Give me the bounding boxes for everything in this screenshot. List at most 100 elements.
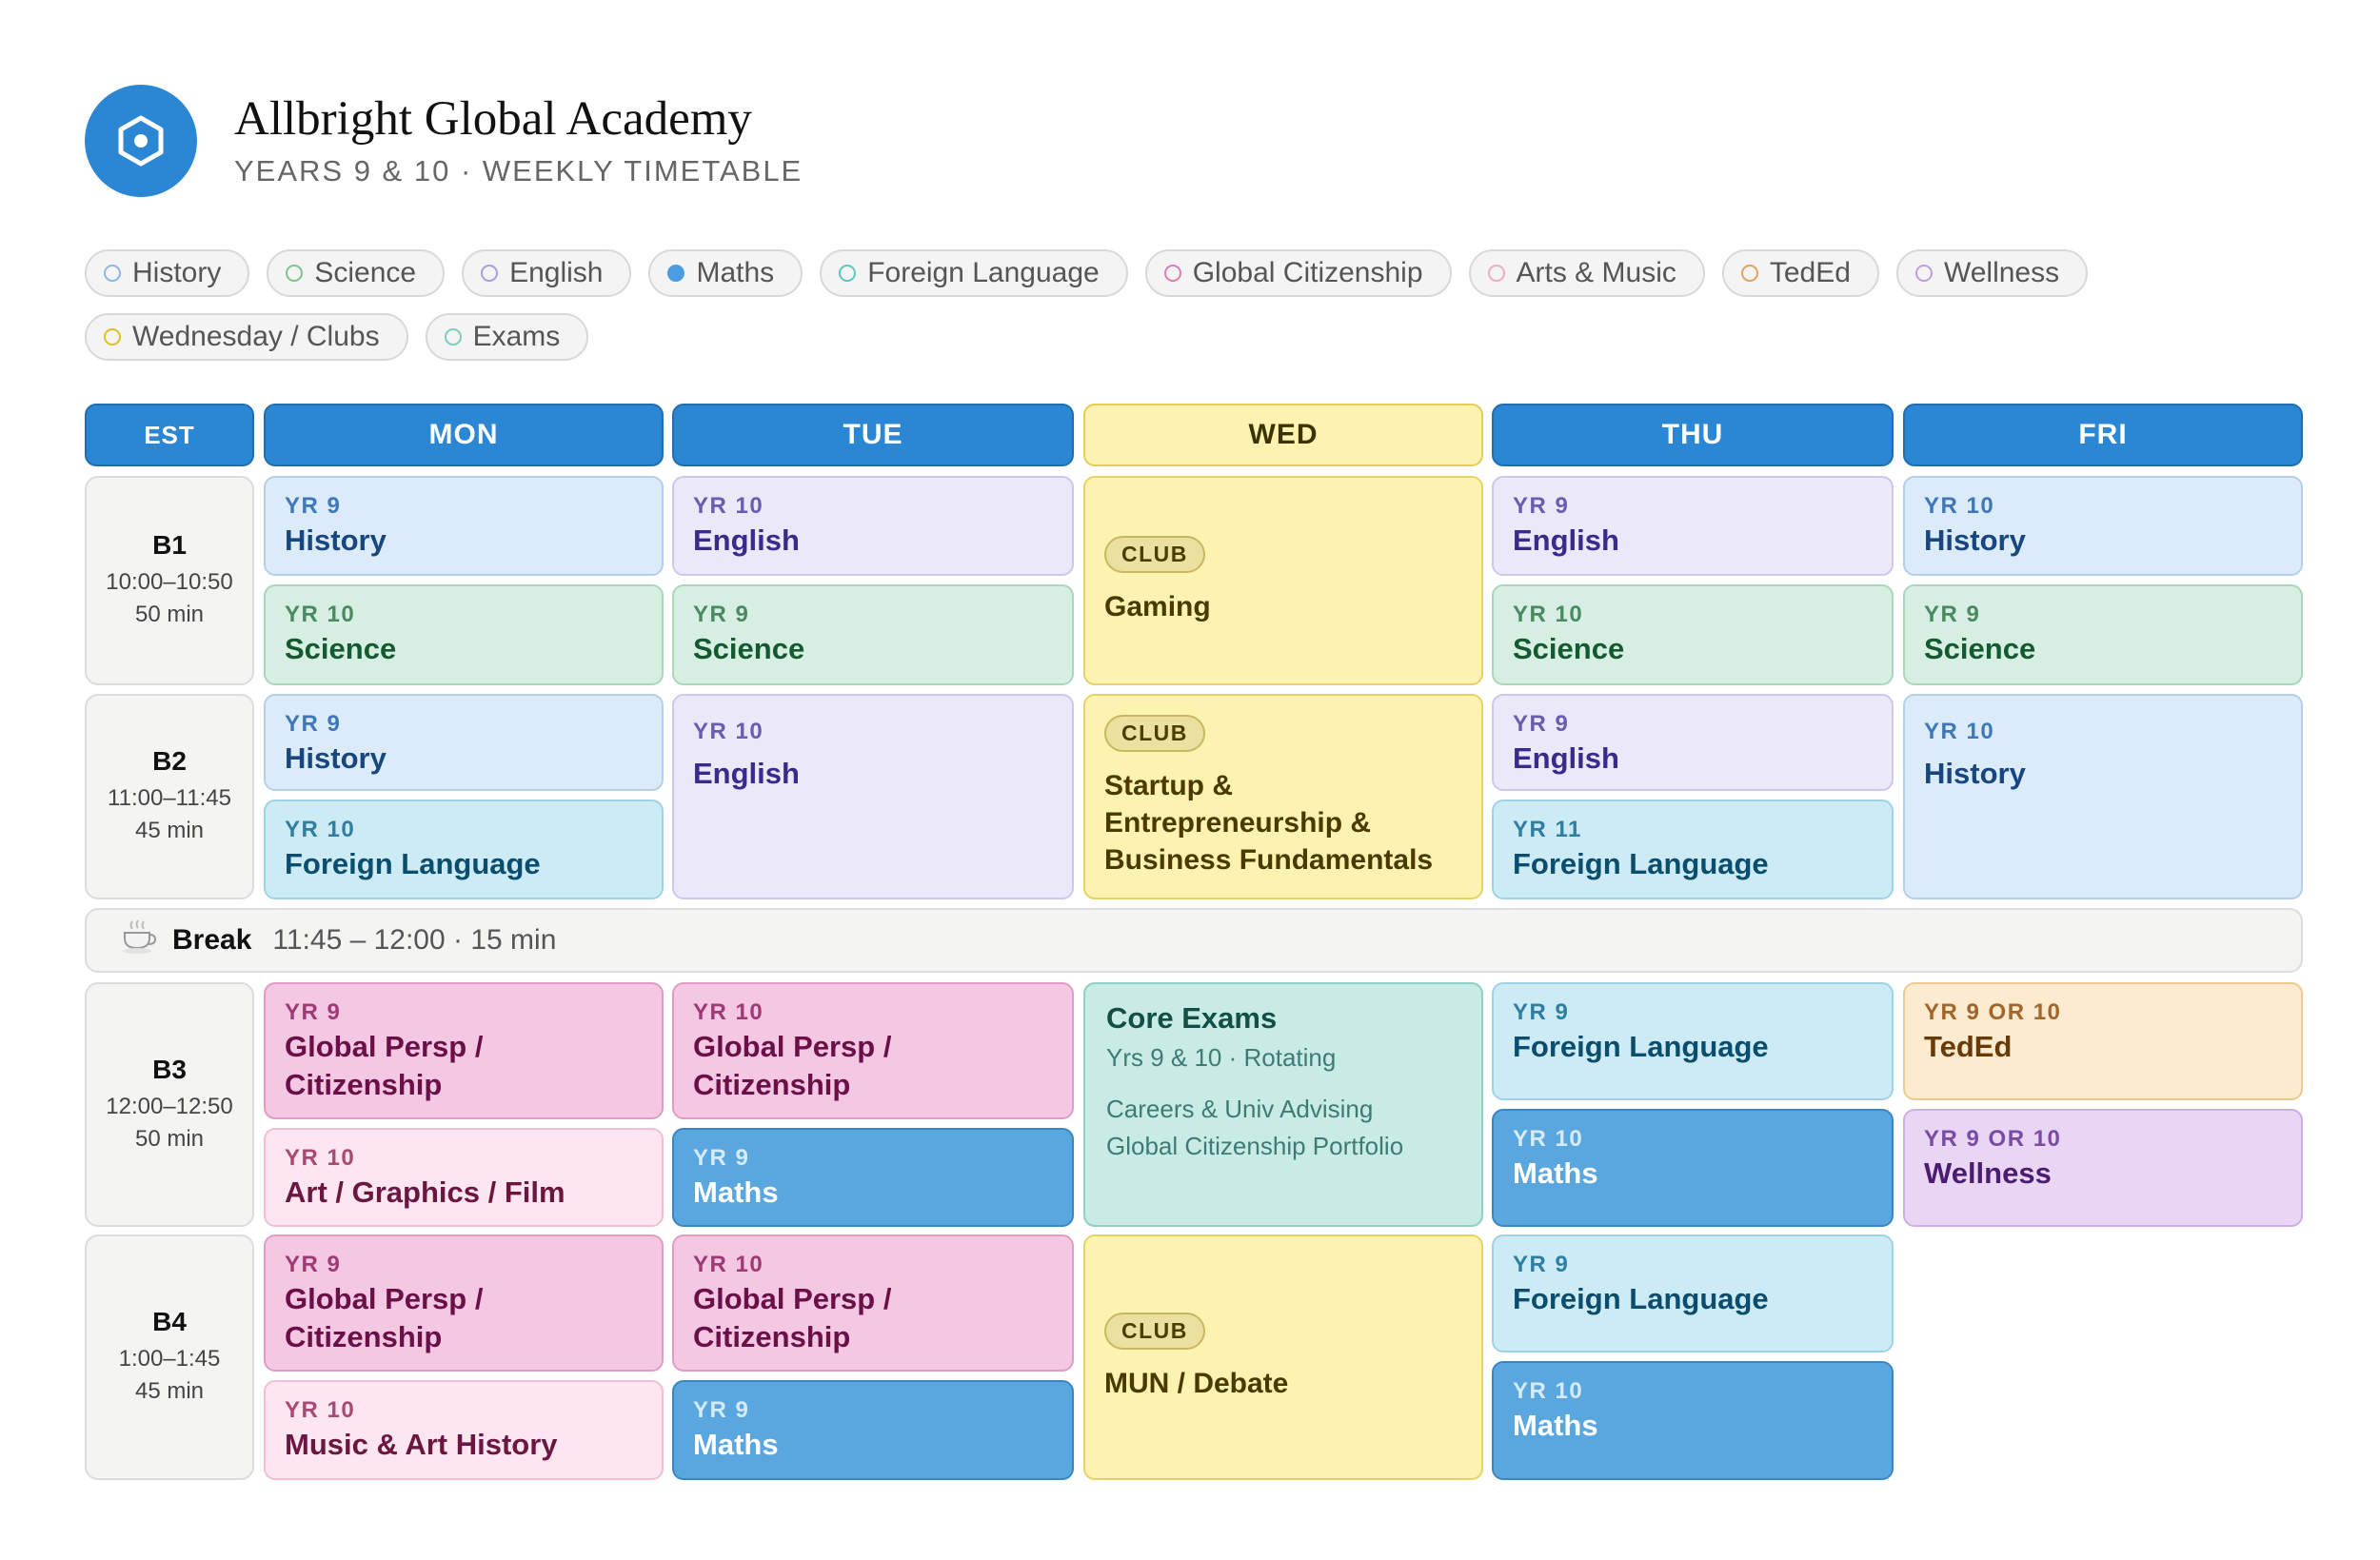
class-card-mon-b4-yr10-music-art-history[interactable]: YR 10 Music & Art History [264,1380,664,1480]
club-card-wed-b4-mun-debate[interactable]: CLUB MUN / Debate [1083,1234,1483,1480]
period-duration: 45 min [134,1378,205,1404]
club-name: MUN / Debate [1104,1368,1289,1399]
class-subject: Global Persp / Citizenship [285,1282,484,1353]
class-card-fri-b1-yr9-science[interactable]: YR 9 Science [1903,584,2303,685]
class-card-thu-b2-yr11-foreign-language[interactable]: YR 11 Foreign Language [1492,800,1894,899]
period-b1: B1 10:00–10:50 50 min [85,476,254,685]
class-card-thu-b4-yr9-foreign-language[interactable]: YR 9 Foreign Language [1492,1234,1894,1353]
period-name: B4 [152,1307,187,1336]
club-name: Startup & Entrepreneurship & Business Fu… [1104,770,1434,876]
legend-chip-wellness[interactable]: Wellness [1895,249,2089,297]
header-wed[interactable]: WED [1083,404,1483,466]
class-year: YR 9 [693,1145,750,1171]
class-subject: Foreign Language [1513,847,1769,880]
exams-card-wed-b3[interactable]: Core Exams Yrs 9 & 10 · Rotating Careers… [1083,982,1483,1227]
legend-chip-english[interactable]: English [462,249,632,297]
class-card-fri-b1-yr10-history[interactable]: YR 10 History [1903,476,2303,576]
class-card-mon-b4-yr9-global-citizenship[interactable]: YR 9 Global Persp / Citizenship [264,1234,664,1372]
class-year: YR 9 [285,1252,342,1277]
subject-legend: History Science English Maths Foreign Langua… [85,249,2160,361]
legend-label: History [132,257,222,288]
legend-chip-global-citizenship[interactable]: Global Citizenship [1144,249,1452,297]
class-subject: Maths [1513,1409,1598,1442]
legend-chip-exams[interactable]: Exams [425,313,589,361]
legend-chip-history[interactable]: History [85,249,250,297]
legend-chip-science[interactable]: Science [267,249,446,297]
class-card-tue-b4-yr10-global-citizenship[interactable]: YR 10 Global Persp / Citizenship [672,1234,1074,1372]
class-card-mon-b2-yr9-history[interactable]: YR 9 History [264,694,664,791]
class-subject: Art / Graphics / Film [285,1175,565,1209]
class-card-mon-b2-yr10-foreign-language[interactable]: YR 10 Foreign Language [264,800,664,899]
class-card-thu-b1-yr10-science[interactable]: YR 10 Science [1492,584,1894,685]
class-subject: Wellness [1924,1156,2052,1190]
class-card-fri-b3-wellness[interactable]: YR 9 OR 10 Wellness [1903,1109,2303,1227]
period-duration: 50 min [134,602,205,627]
class-year: YR 9 [1513,493,1570,519]
exams-note: Careers & Univ Advising [1106,1095,1374,1123]
club-badge: CLUB [1104,715,1205,752]
class-card-tue-b3-yr9-maths[interactable]: YR 9 Maths [672,1128,1074,1227]
legend-label: Foreign Language [867,257,1100,288]
period-duration: 50 min [134,1125,205,1152]
club-badge: CLUB [1104,536,1205,573]
class-year: YR 10 [1924,719,1995,744]
class-card-thu-b4-yr10-maths[interactable]: YR 10 Maths [1492,1361,1894,1480]
legend-chip-wednesday-clubs[interactable]: Wednesday / Clubs [85,313,408,361]
class-card-mon-b3-yr10-art[interactable]: YR 10 Art / Graphics / Film [264,1128,664,1227]
class-year: YR 10 [285,1145,356,1171]
exams-subtitle: Yrs 9 & 10 · Rotating [1106,1043,1337,1072]
class-year: YR 10 [693,999,764,1025]
header-thu[interactable]: THU [1492,404,1894,466]
club-card-wed-b2-startup[interactable]: CLUB Startup & Entrepreneurship & Busine… [1083,694,1483,899]
legend-label: Exams [472,321,561,352]
legend-chip-maths[interactable]: Maths [648,249,803,297]
legend-chip-foreign-language[interactable]: Foreign Language [820,249,1128,297]
period-b3: B3 12:00–12:50 50 min [85,982,254,1227]
class-card-tue-b1-yr10-english[interactable]: YR 10 English [672,476,1074,576]
class-card-tue-b3-yr10-global-citizenship[interactable]: YR 10 Global Persp / Citizenship [672,982,1074,1119]
class-card-tue-b4-yr9-maths[interactable]: YR 9 Maths [672,1380,1074,1480]
legend-dot-icon [444,328,462,346]
class-card-thu-b2-yr9-english[interactable]: YR 9 English [1492,694,1894,791]
class-card-mon-b1-yr10-science[interactable]: YR 10 Science [264,584,664,685]
page-title: Allbright Global Academy [234,92,752,146]
class-card-mon-b3-yr9-global-citizenship[interactable]: YR 9 Global Persp / Citizenship [264,982,664,1119]
class-card-tue-b1-yr9-science[interactable]: YR 9 Science [672,584,1074,685]
legend-label: Science [314,257,417,288]
legend-label: Arts & Music [1516,257,1676,288]
club-card-wed-b1-gaming[interactable]: CLUB Gaming [1083,476,1483,685]
class-year: YR 10 [693,493,764,519]
header-mon[interactable]: MON [264,404,664,466]
legend-dot-icon [286,265,304,282]
class-card-thu-b3-yr10-maths[interactable]: YR 10 Maths [1492,1109,1894,1227]
class-card-fri-b2-yr10-history[interactable]: YR 10 History [1903,694,2303,899]
period-time: 1:00–1:45 [118,1346,221,1372]
class-year: YR 10 [693,719,764,744]
class-card-thu-b1-yr9-english[interactable]: YR 9 English [1492,476,1894,576]
class-card-fri-b3-teded[interactable]: YR 9 OR 10 TedEd [1903,982,2303,1100]
class-year: YR 11 [1513,817,1582,842]
class-year: YR 10 [1924,493,1995,519]
class-subject: Science [1513,632,1625,665]
class-card-tue-b2-yr10-english[interactable]: YR 10 English [672,694,1074,899]
legend-chip-teded[interactable]: TedEd [1721,249,1879,297]
legend-chip-arts-music[interactable]: Arts & Music [1468,249,1705,297]
class-subject: Global Persp / Citizenship [693,1030,892,1101]
school-logo [85,85,197,197]
class-subject: Foreign Language [1513,1282,1769,1315]
legend-label: Wednesday / Clubs [132,321,380,352]
class-subject: English [693,523,800,557]
class-year: YR 10 [285,817,356,842]
legend-dot-icon [1914,265,1933,282]
header-tue[interactable]: TUE [672,404,1074,466]
period-time: 11:00–11:45 [108,785,231,811]
legend-label: Maths [696,257,775,288]
class-subject: TedEd [1924,1030,2013,1063]
period-time: 10:00–10:50 [106,569,233,595]
coffee-cup-icon [119,918,157,963]
class-card-thu-b3-yr9-foreign-language[interactable]: YR 9 Foreign Language [1492,982,1894,1100]
class-card-mon-b1-yr9-history[interactable]: YR 9 History [264,476,664,576]
class-year: YR 10 [1513,602,1584,627]
header-fri[interactable]: FRI [1903,404,2303,466]
break-bar: Break 11:45 – 12:00 · 15 min [85,908,2303,973]
